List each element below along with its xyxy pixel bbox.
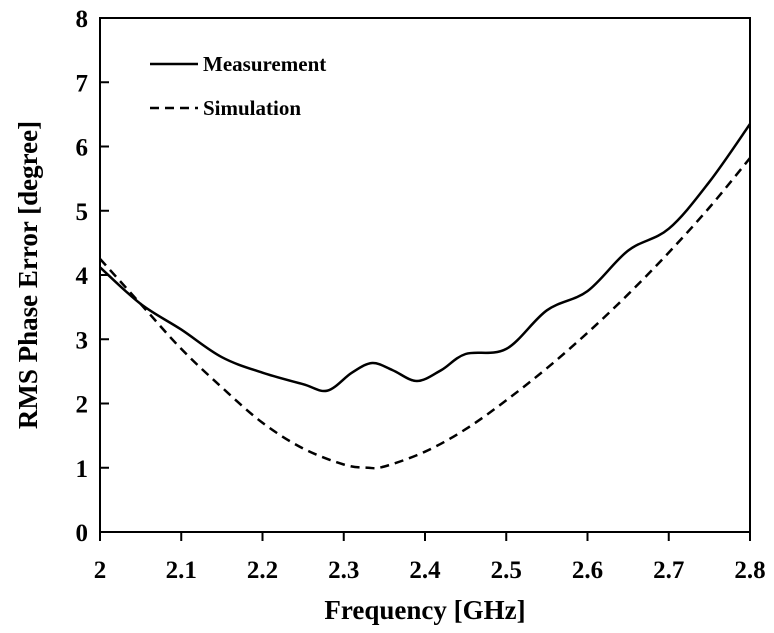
x-axis-title: Frequency [GHz] [324, 595, 525, 625]
x-tick-label: 2.6 [572, 557, 603, 584]
x-tick-label: 2.2 [247, 557, 278, 584]
x-tick-label: 2 [94, 557, 107, 584]
series-layer [99, 123, 752, 470]
y-tick-label: 1 [76, 456, 89, 483]
y-axis-ticks: 0 1 2 3 4 5 6 7 8 [76, 6, 109, 547]
y-tick-label: 4 [76, 263, 89, 290]
legend-label-simulation: Simulation [203, 96, 301, 120]
y-tick-label: 0 [76, 520, 89, 547]
x-tick-label: 2.7 [653, 557, 684, 584]
x-tick-label: 2.4 [409, 557, 441, 584]
y-tick-label: 7 [76, 70, 89, 97]
y-axis-title: RMS Phase Error [degree] [13, 121, 43, 429]
x-tick-label: 2.5 [491, 557, 522, 584]
y-tick-label: 2 [76, 392, 89, 419]
x-axis-ticks: 2 2.1 2.2 2.3 2.4 2.5 2.6 2.7 2.8 [94, 532, 766, 584]
legend: Measurement Simulation [150, 52, 326, 120]
x-tick-label: 2.1 [166, 557, 197, 584]
y-tick-label: 8 [76, 6, 89, 33]
series-line-simulation [99, 157, 751, 470]
plot-area [99, 17, 751, 533]
x-tick-label: 2.8 [734, 557, 765, 584]
y-tick-label: 3 [76, 327, 89, 354]
y-tick-label: 6 [76, 135, 89, 162]
x-tick-label: 2.3 [328, 557, 359, 584]
series-line-measurement [99, 123, 752, 393]
legend-label-measurement: Measurement [203, 52, 326, 76]
y-tick-label: 5 [76, 199, 89, 226]
plot-border [99, 17, 751, 533]
